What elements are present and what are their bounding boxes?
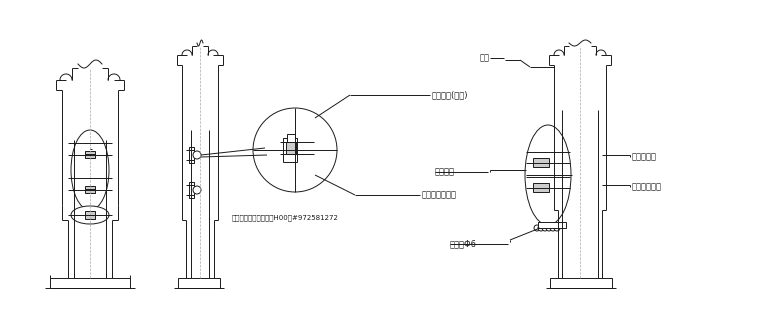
Text: 门锁条Φ6: 门锁条Φ6 [450, 239, 477, 248]
Bar [533, 158, 549, 167]
Text: 专用接地螺栓: 专用接地螺栓 [632, 183, 662, 192]
Bar [550, 278, 612, 288]
Circle shape [538, 225, 544, 231]
Ellipse shape [525, 125, 571, 225]
Ellipse shape [71, 206, 109, 224]
Circle shape [550, 225, 556, 231]
Bar [287, 134, 295, 142]
Bar [538, 222, 566, 228]
Text: 路灯接线盒: 路灯接线盒 [632, 153, 657, 162]
Bar [283, 138, 297, 162]
Bar [533, 183, 549, 192]
Bar [85, 211, 95, 219]
Ellipse shape [71, 130, 109, 210]
Bar [85, 186, 95, 193]
Circle shape [193, 151, 201, 159]
Circle shape [534, 225, 540, 231]
Circle shape [554, 225, 560, 231]
Text: 圆头内三角螺丝: 圆头内三角螺丝 [422, 191, 457, 200]
Bar [178, 278, 220, 288]
Circle shape [193, 186, 201, 194]
Bar [189, 182, 194, 198]
Circle shape [253, 108, 337, 192]
Text: 配电门盖: 配电门盖 [435, 167, 455, 176]
Circle shape [546, 225, 552, 231]
Bar [286, 142, 296, 154]
Bar [50, 278, 130, 288]
Bar [85, 151, 95, 158]
Text: 配电门盖(防水): 配电门盖(防水) [432, 91, 468, 99]
Circle shape [542, 225, 548, 231]
Text: 中国市政工程电气资料H00册#972581272: 中国市政工程电气资料H00册#972581272 [232, 215, 339, 221]
Bar [189, 147, 194, 163]
Text: 活叶: 活叶 [480, 53, 490, 62]
